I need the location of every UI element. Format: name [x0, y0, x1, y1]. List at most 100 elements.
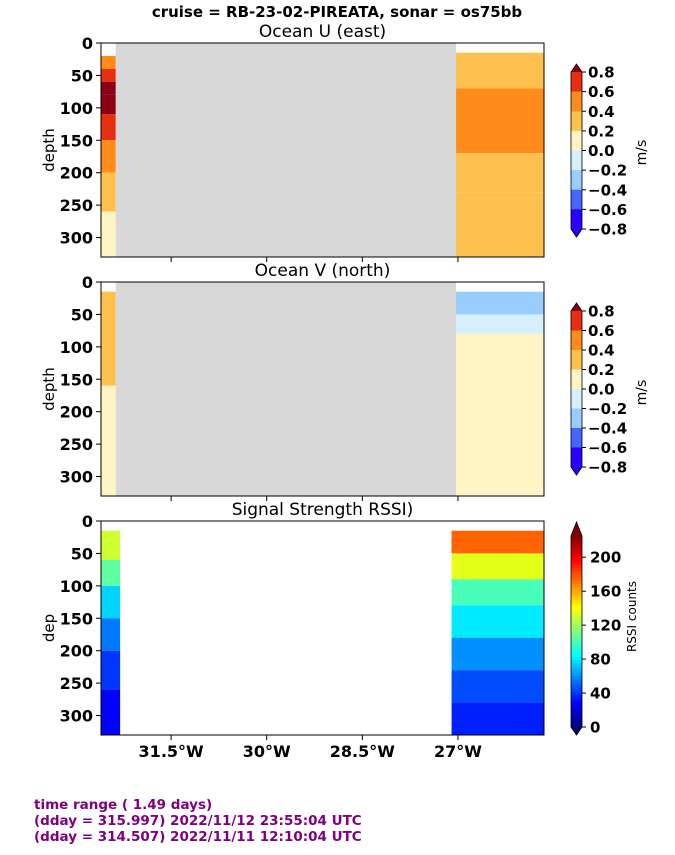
colorbar-tick-label: 0.2 — [588, 361, 615, 379]
colorbar-tick-label: −0.6 — [588, 201, 627, 219]
colorbar-extend-bottom — [571, 229, 582, 237]
y-tick-label: 200 — [60, 642, 93, 661]
y-tick-label: 0 — [82, 273, 93, 292]
colorbar-band — [571, 711, 582, 715]
colorbar-tick-label: 0.8 — [588, 64, 615, 82]
footer-end-time: (dday = 315.997) 2022/11/12 23:55:04 UTC — [34, 813, 362, 829]
panel-1: Ocean U (east) 0 50 100 150 200 250 300 depth 0.8… — [40, 22, 650, 262]
colorbar-band — [571, 695, 582, 699]
y-tick-label: 100 — [60, 99, 93, 118]
panel-3: Signal Strength RSSI) 0 50 100 150 200 250 300 3… — [40, 500, 639, 761]
data-cell — [451, 702, 544, 735]
colorbar-band — [571, 625, 582, 629]
no-data-region — [115, 43, 457, 257]
data-cell — [451, 670, 544, 703]
y-tick-label: 50 — [71, 305, 93, 324]
colorbar-band — [571, 707, 582, 712]
colorbar-band — [571, 720, 582, 725]
colorbar-band — [571, 596, 582, 601]
colorbar-band — [571, 698, 582, 703]
colorbar-tick-label: −0.2 — [588, 400, 627, 418]
colorbar-band — [571, 555, 582, 559]
data-cell — [451, 553, 544, 580]
y-tick-label: 250 — [60, 674, 93, 693]
colorbar-band — [571, 609, 582, 613]
axes-frame — [100, 42, 545, 258]
data-cell — [101, 530, 121, 560]
colorbar-band — [571, 542, 582, 547]
colorbar-band — [571, 631, 582, 636]
figure-suptitle: cruise = RB-23-02-PIREATA, sonar = os75b… — [152, 3, 523, 21]
data-cell — [101, 585, 121, 619]
colorbar-band — [571, 111, 582, 132]
colorbar-band — [571, 189, 582, 210]
colorbar-band — [571, 612, 582, 617]
colorbar-tick-label: 40 — [590, 685, 611, 703]
x-tick-label: 31.5°W — [139, 742, 204, 761]
data-cell — [456, 314, 544, 334]
colorbar-tick-label: 0.6 — [588, 322, 615, 340]
y-tick-label: 200 — [60, 164, 93, 183]
x-tick-label: 27°W — [434, 742, 482, 761]
footer-time-range: time range ( 1.49 days) — [34, 797, 213, 813]
data-cell — [101, 140, 116, 173]
colorbar-band — [571, 567, 582, 572]
colorbar-band — [571, 637, 582, 642]
colorbar-band — [571, 580, 582, 585]
colorbar-tick-label: 0.4 — [588, 103, 615, 121]
colorbar-band — [571, 369, 582, 390]
data-cell — [456, 88, 544, 154]
colorbar-band — [571, 150, 582, 171]
colorbar-band — [571, 688, 582, 693]
colorbar-tick-label: 0.4 — [588, 342, 615, 360]
colorbar-band — [571, 618, 582, 623]
data-cell — [456, 291, 544, 315]
colorbar-band — [571, 389, 582, 409]
colorbar-band — [571, 91, 582, 112]
y-axis-label: depth — [40, 367, 58, 411]
colorbar-label: m/s — [634, 380, 650, 406]
data-cell — [101, 68, 116, 82]
colorbar-band — [571, 593, 582, 598]
colorbar-label: RSSI counts — [625, 581, 639, 652]
colorbar-tick-label: 0.8 — [588, 303, 615, 321]
colorbar-band — [571, 669, 582, 674]
colorbar-extend-bottom — [571, 467, 582, 475]
data-cell — [101, 94, 116, 115]
colorbar-band — [571, 545, 582, 550]
colorbar-band — [571, 571, 582, 575]
colorbar-band — [571, 599, 582, 604]
colorbar-band — [571, 663, 582, 668]
colorbar-band — [571, 723, 582, 728]
axes-frame — [100, 520, 545, 736]
data-cell — [101, 211, 116, 257]
colorbar-band — [571, 583, 582, 588]
colorbar-band — [571, 428, 582, 448]
y-tick-label: 0 — [82, 34, 93, 53]
colorbar-extend-bottom — [571, 727, 582, 735]
colorbar-band — [571, 682, 582, 687]
x-tick-label: 30°W — [243, 742, 291, 761]
colorbar-band — [571, 447, 582, 468]
colorbar-band — [571, 615, 582, 620]
colorbar-band — [571, 536, 582, 540]
colorbar-extend-top — [571, 522, 582, 536]
data-cell — [101, 81, 116, 95]
y-tick-label: 150 — [60, 131, 93, 150]
colorbar-tick-label: 80 — [590, 651, 611, 669]
y-tick-label: 250 — [60, 196, 93, 215]
colorbar-band — [571, 564, 582, 569]
colorbar-band — [571, 577, 582, 582]
colorbar-band — [571, 656, 582, 661]
data-cell — [101, 172, 116, 212]
colorbar-band — [571, 72, 582, 93]
colorbar-band — [571, 685, 582, 690]
colorbar-tick-label: −0.4 — [588, 181, 627, 199]
data-cell — [101, 291, 116, 386]
y-tick-label: 250 — [60, 435, 93, 454]
colorbar-tick-label: 0.6 — [588, 83, 615, 101]
colorbar-band — [571, 590, 582, 594]
colorbar-band — [571, 647, 582, 652]
colorbar-band — [571, 209, 582, 230]
